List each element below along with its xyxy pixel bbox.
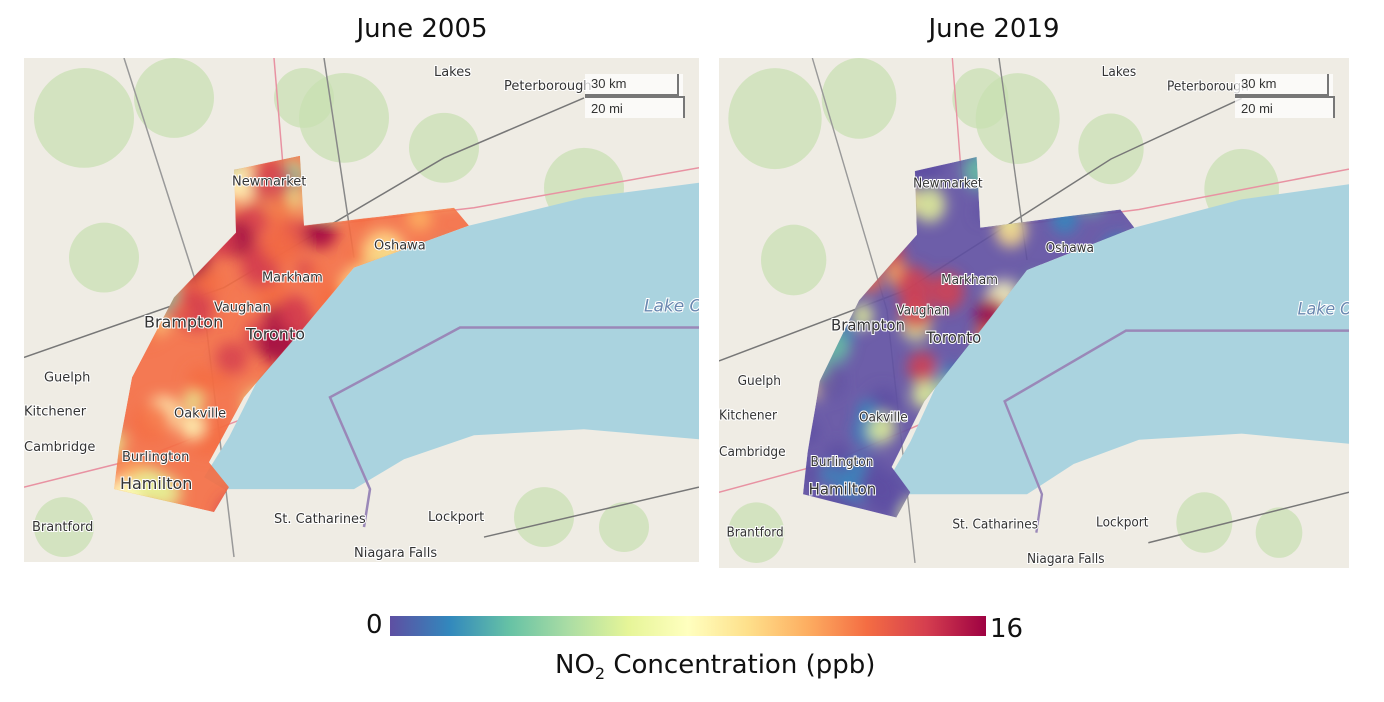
place-label: Markham (262, 271, 323, 286)
place-label: Cambridge (24, 440, 95, 455)
place-label: Niagara Falls (354, 546, 437, 561)
place-label: Niagara Falls (1027, 550, 1105, 566)
place-label: Peterborough (504, 79, 592, 94)
colorbar-min: 0 (366, 610, 383, 640)
place-label: Vaughan (896, 302, 949, 318)
place-label: Lake Ontario (1298, 299, 1349, 319)
map-june-2019[interactable]: Lakes Peterborough Newmarket Markham Vaughan… (719, 58, 1349, 568)
place-label: Hamilton (809, 480, 877, 499)
place-label: Lockport (428, 510, 484, 525)
place-label: Newmarket (232, 175, 306, 190)
place-label: Guelph (738, 373, 781, 389)
scale-mi: 20 mi (1235, 96, 1335, 118)
place-label: St. Catharines (274, 512, 366, 527)
place-label: Toronto (925, 328, 981, 347)
colorbar (390, 616, 986, 636)
place-label: Cambridge (719, 443, 786, 459)
colorbar-label: NO2 Concentration (ppb) (555, 650, 876, 684)
place-label: Lockport (1096, 514, 1149, 530)
place-label: St. Catharines (952, 516, 1038, 532)
place-label: Oshawa (374, 239, 426, 254)
colorbar-max: 16 (990, 614, 1024, 644)
place-label: Brampton (831, 316, 905, 335)
panel-title-2005: June 2005 (356, 14, 488, 44)
scale-bar: 30 km 20 mi (585, 74, 685, 118)
place-label: Lakes (1102, 64, 1137, 80)
place-label: Brantford (726, 524, 783, 540)
place-label: Newmarket (913, 175, 982, 191)
scale-mi: 20 mi (585, 96, 685, 118)
place-label: Lakes (434, 65, 471, 80)
place-label: Burlington (810, 454, 873, 470)
place-label: Oakville (859, 409, 908, 425)
scale-km: 30 km (585, 74, 679, 96)
place-label: Oakville (174, 406, 226, 421)
place-label: Vaughan (214, 301, 271, 316)
place-label: Hamilton (120, 474, 192, 493)
place-label: Burlington (122, 450, 189, 465)
place-label: Markham (941, 272, 998, 288)
panel-title-2019: June 2019 (928, 14, 1060, 44)
place-label: Brampton (144, 312, 223, 331)
place-label: Oshawa (1046, 239, 1094, 255)
place-label: Guelph (44, 370, 90, 385)
place-label: Lake Ontario (644, 297, 699, 317)
place-label: Kitchener (24, 404, 87, 419)
scale-bar: 30 km 20 mi (1235, 74, 1335, 118)
map-june-2005[interactable]: Lakes Peterborough Newmarket Markham Vaughan… (24, 58, 699, 562)
place-label: Brantford (32, 520, 93, 535)
place-label: Peterborough (1167, 78, 1249, 94)
place-label: Kitchener (719, 407, 778, 423)
scale-km: 30 km (1235, 74, 1329, 96)
place-label: Toronto (245, 324, 305, 343)
